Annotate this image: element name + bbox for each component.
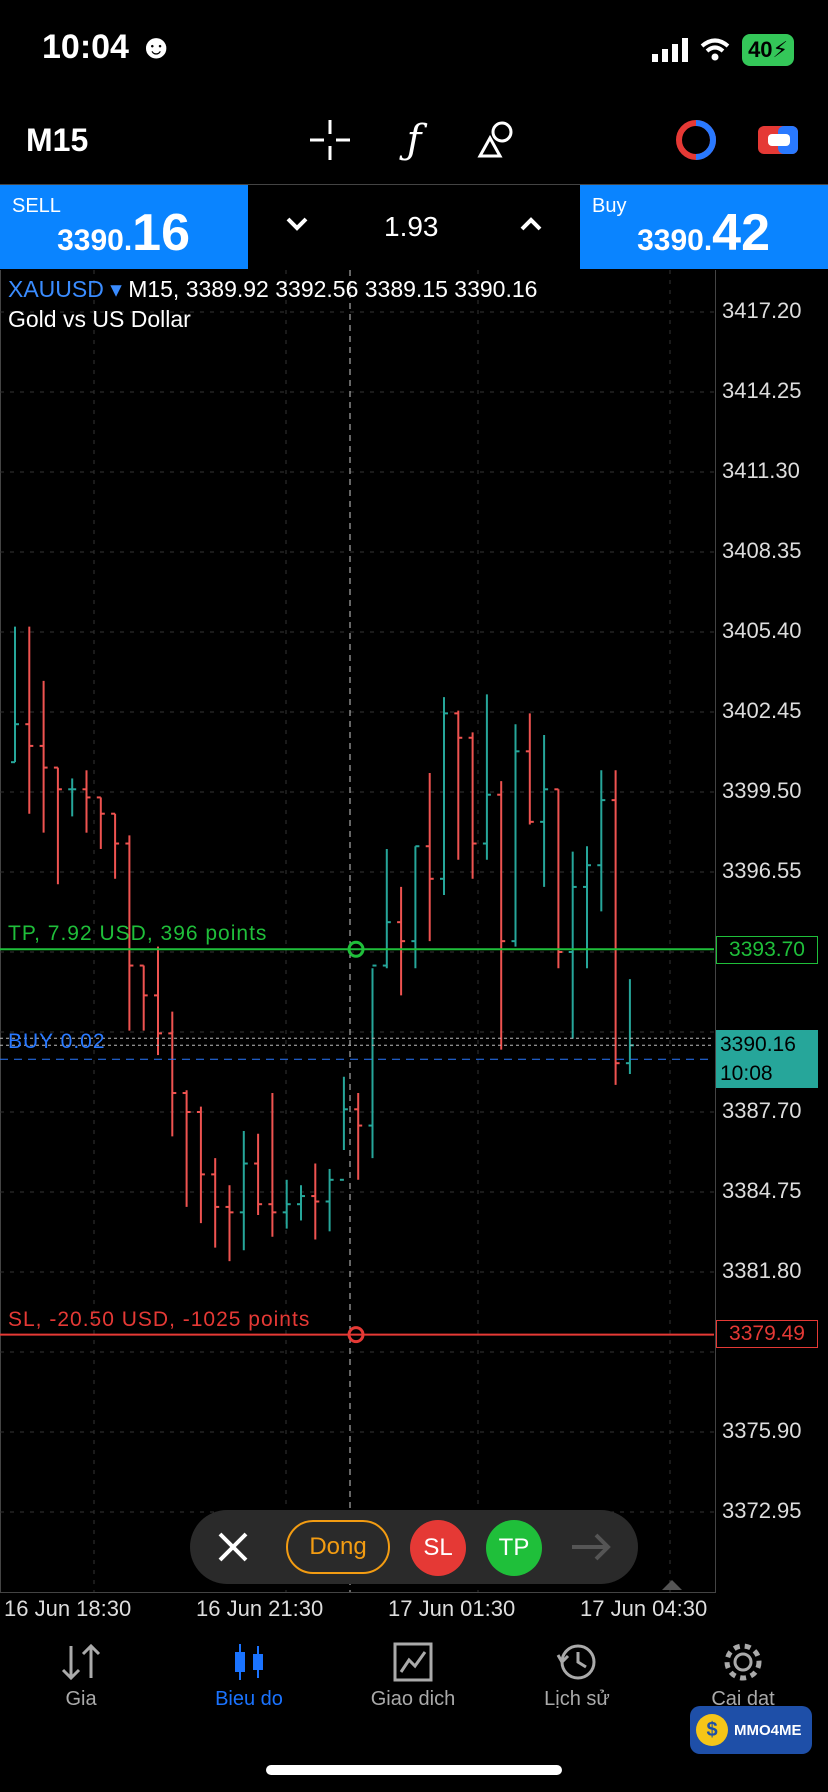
current-price: 3390.16 <box>720 1033 796 1056</box>
price-axis-label: 3399.50 <box>722 778 802 803</box>
nav-history[interactable]: Lịch sử <box>502 1636 652 1711</box>
crosshair-icon[interactable] <box>302 112 358 168</box>
close-position-button[interactable]: Dong <box>286 1520 390 1574</box>
battery-indicator: 40⚡ <box>742 34 794 66</box>
nav-label: Giao dich <box>370 1688 456 1710</box>
increase-volume-icon[interactable] <box>514 207 548 241</box>
nav-label: Cai dat <box>711 1688 775 1710</box>
settings-icon <box>668 1636 818 1688</box>
time-axis-label: 16 Jun 18:30 <box>4 1596 132 1621</box>
chart-icon <box>174 1636 324 1688</box>
sell-button[interactable]: SELL 3390.16 <box>0 185 248 269</box>
time-axis-label: 17 Jun 01:30 <box>388 1596 516 1621</box>
decrease-volume-icon[interactable] <box>280 207 314 241</box>
close-icon[interactable] <box>214 1528 252 1566</box>
sell-price: 3390.16 <box>57 204 190 262</box>
chart-area[interactable] <box>0 270 716 1593</box>
price-axis-label: 3414.25 <box>722 378 802 403</box>
arrow-right-icon[interactable] <box>570 1530 614 1564</box>
nav-chart[interactable]: Bieu do <box>174 1636 324 1711</box>
price-axis-label: 3408.35 <box>722 538 802 563</box>
sl-handle <box>347 1326 365 1344</box>
time-axis-label: 17 Jun 04:30 <box>580 1596 708 1621</box>
symbol-name[interactable]: XAUUSD <box>8 276 104 302</box>
order-actions: Dong SL TP <box>190 1510 638 1584</box>
price-axis-label: 3381.80 <box>722 1258 802 1283</box>
sl-line-label: SL, -20.50 USD, -1025 points <box>8 1308 311 1331</box>
wifi-icon <box>700 38 730 61</box>
nav-label: Lịch sử <box>544 1688 610 1710</box>
set-sl-button[interactable]: SL <box>410 1520 466 1576</box>
price-axis-label: 3375.90 <box>722 1418 802 1443</box>
status-indicators: 40⚡ <box>652 34 794 66</box>
one-click-trading-icon[interactable] <box>668 112 724 168</box>
time-axis-label: 16 Jun 21:30 <box>196 1596 324 1621</box>
ohlc-values: M15, 3389.92 3392.56 3389.15 3390.16 <box>128 276 538 302</box>
nav-label: Bieu do <box>215 1688 283 1710</box>
history-icon <box>502 1636 652 1688</box>
price-axis-label: 3402.45 <box>722 698 802 723</box>
watermark-text: MMO4ME <box>734 1721 802 1739</box>
nav-label: Gia <box>65 1688 97 1710</box>
emoji-icon: ☻ <box>138 28 175 66</box>
quotes-icon <box>6 1636 156 1688</box>
price-chart[interactable] <box>0 270 828 1592</box>
trade-bar: SELL 3390.16 1.93 Buy 3390.42 <box>0 184 828 269</box>
price-axis-label: 3411.30 <box>722 458 800 483</box>
objects-icon[interactable] <box>468 112 524 168</box>
signal-icon <box>652 38 689 62</box>
watermark-logo: $ MMO4ME <box>690 1706 812 1754</box>
nav-trade[interactable]: Giao dich <box>338 1636 488 1711</box>
buy-price: 3390.42 <box>637 204 770 262</box>
sell-label: SELL <box>12 195 61 217</box>
indicators-icon[interactable]: ƒ <box>406 117 422 163</box>
buy-label: Buy <box>592 195 627 217</box>
tp-line-label: TP, 7.92 USD, 396 points <box>8 922 268 945</box>
symbol-header: XAUUSD ▾ M15, 3389.92 3392.56 3389.15 33… <box>8 276 537 303</box>
nav-settings[interactable]: Cai dat <box>668 1636 818 1711</box>
price-axis-label: 3384.75 <box>722 1178 802 1203</box>
candle-countdown: 10:08 <box>720 1062 773 1085</box>
volume-value[interactable]: 1.93 <box>384 211 439 242</box>
price-axis-label: 3387.70 <box>722 1098 802 1123</box>
trade-toggle-icon[interactable] <box>750 112 806 168</box>
nav-quotes[interactable]: Gia <box>6 1636 156 1711</box>
timeframe-selector[interactable]: M15 <box>26 122 89 158</box>
buy-line-label: BUY 0.02 <box>8 1030 106 1053</box>
symbol-description: Gold vs US Dollar <box>8 306 191 332</box>
buy-button[interactable]: Buy 3390.42 <box>580 185 828 269</box>
tp-handle <box>347 940 365 958</box>
dollar-icon: $ <box>696 1714 728 1746</box>
trade-icon <box>338 1636 488 1688</box>
status-time: 10:04 ☻ <box>42 28 175 66</box>
current-price-tag: 3390.16 10:08 <box>716 1030 818 1088</box>
price-axis-label: 3405.40 <box>722 618 802 643</box>
price-axis-label: 3396.55 <box>722 858 802 883</box>
dropdown-icon[interactable]: ▾ <box>103 276 129 302</box>
tp-price-tag: 3393.70 <box>716 936 818 964</box>
price-axis-label: 3417.20 <box>722 298 802 323</box>
sl-price-tag: 3379.49 <box>716 1320 818 1348</box>
set-tp-button[interactable]: TP <box>486 1520 542 1576</box>
price-axis-label: 3372.95 <box>722 1498 802 1523</box>
home-indicator <box>266 1765 562 1775</box>
chart-shift-marker <box>662 1580 682 1590</box>
